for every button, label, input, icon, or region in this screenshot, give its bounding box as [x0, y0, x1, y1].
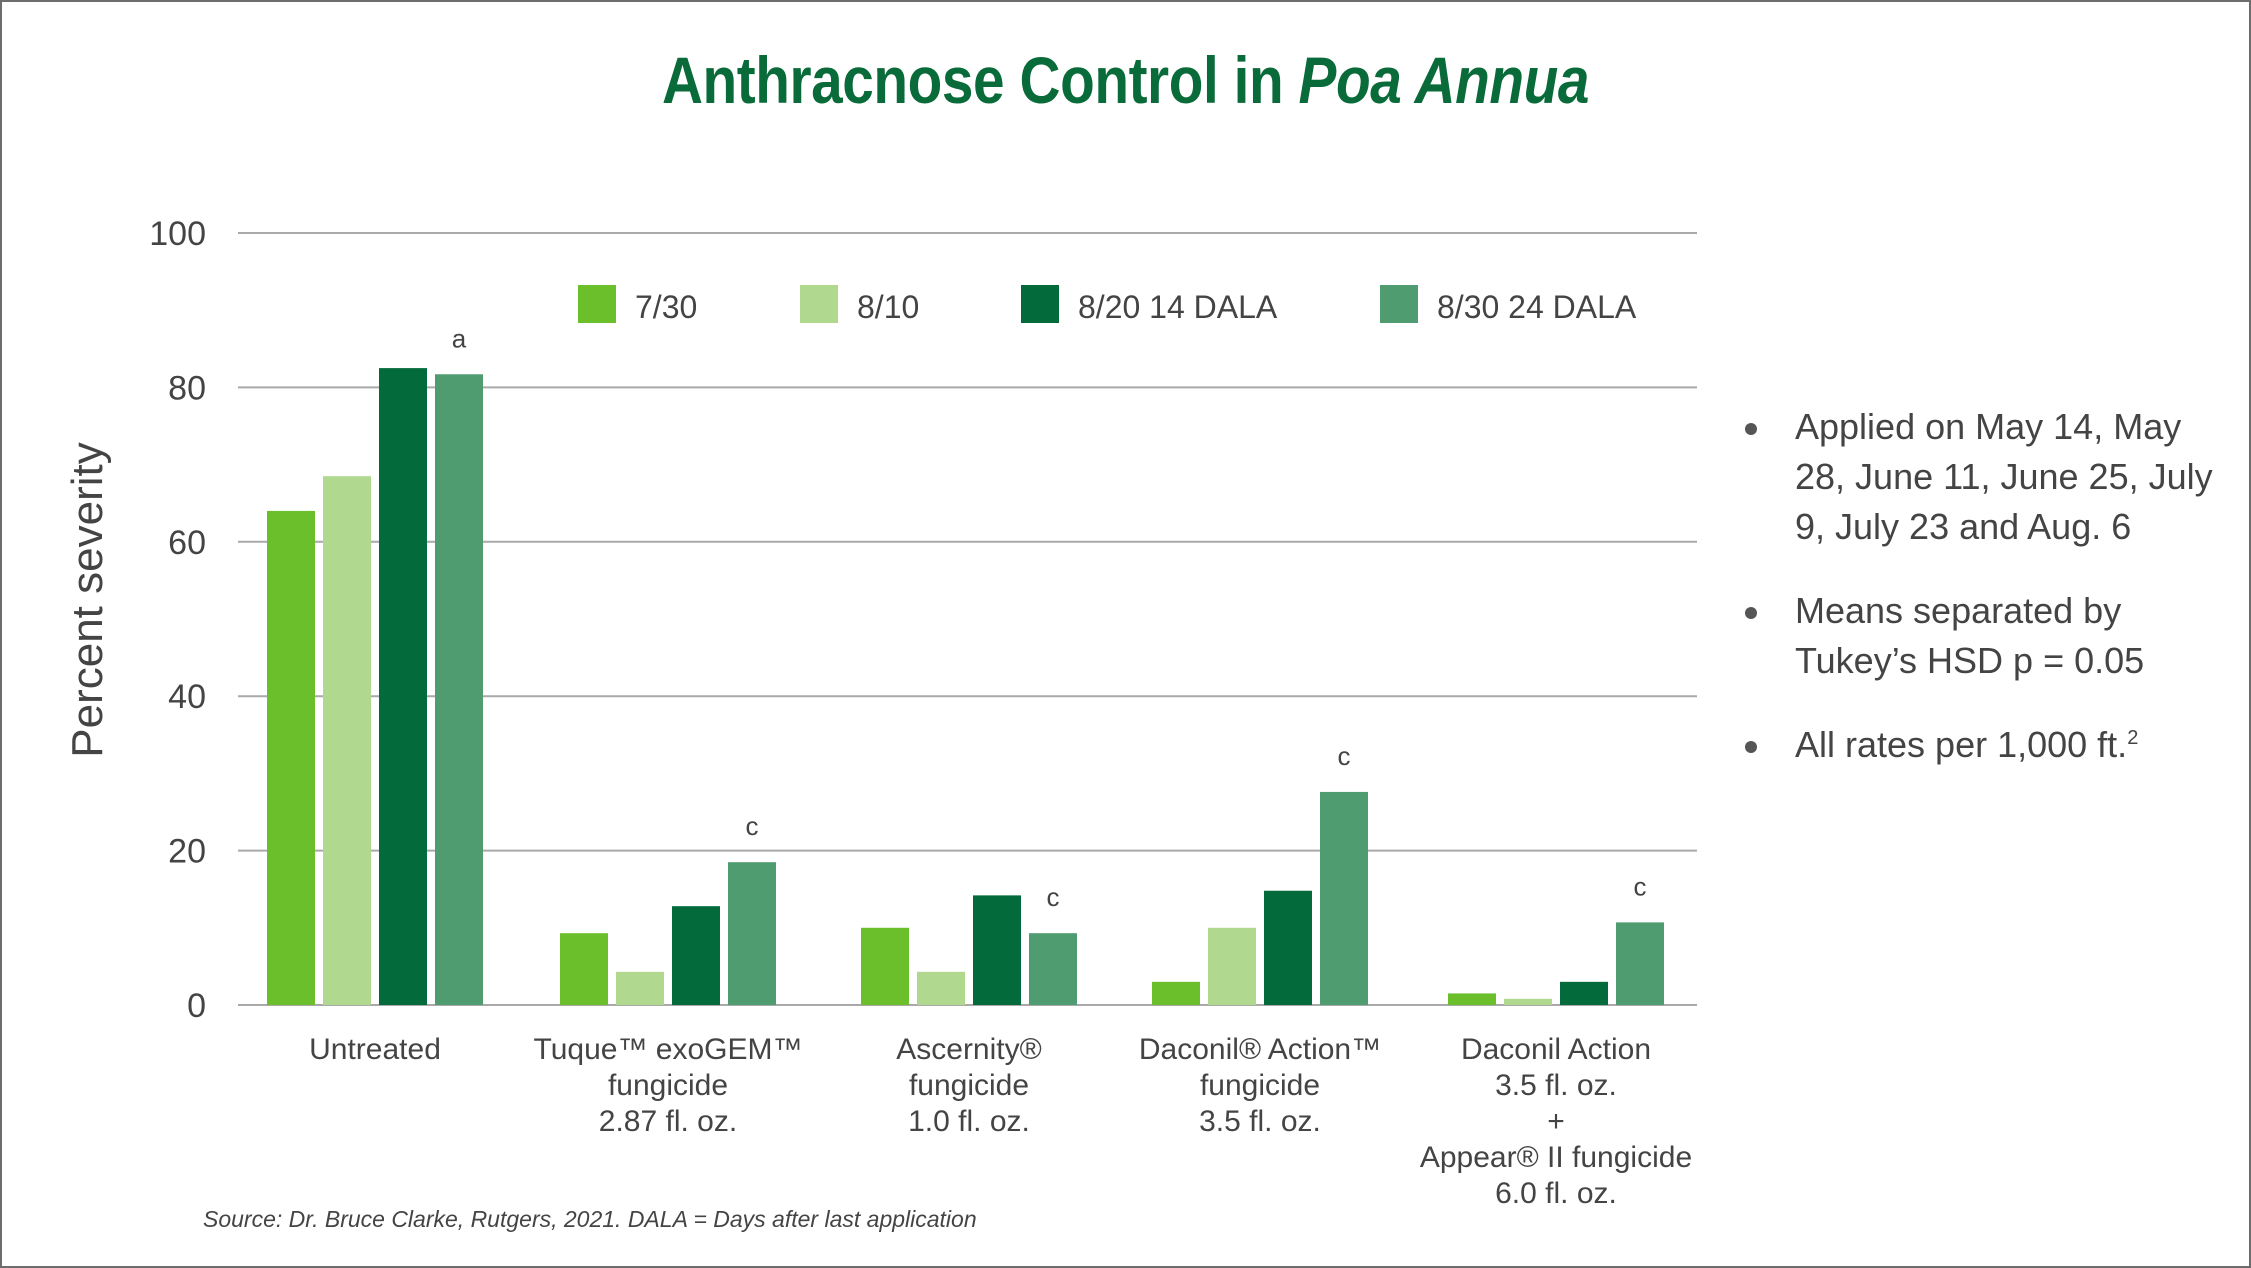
chart-title-main: Anthracnose Control in [661, 43, 1299, 117]
y-tick-label: 100 [149, 215, 206, 253]
bullet-icon [1745, 741, 1757, 753]
x-tick-label: fungicide [909, 1069, 1029, 1102]
note-text: Means separated by Tukey’s HSD p = 0.05 [1795, 590, 2145, 681]
bar [560, 933, 608, 1005]
bar [1320, 791, 1368, 1005]
note-text: Applied on May 14, May 28, June 11, June… [1795, 406, 2213, 547]
legend-label: 8/30 24 DALA [1437, 289, 1637, 325]
legend-label: 8/20 14 DALA [1078, 289, 1278, 325]
legend-swatch [800, 285, 838, 323]
legend-label: 7/30 [635, 289, 697, 325]
bar [1029, 933, 1077, 1005]
x-tick-label: 2.87 fl. oz. [599, 1105, 737, 1138]
x-tick-label: Daconil Action [1461, 1033, 1651, 1066]
bar [379, 368, 427, 1006]
bar [616, 971, 664, 1005]
note-item: Means separated by Tukey’s HSD p = 0.05 [1745, 586, 2225, 686]
x-tick-label: 6.0 fl. oz. [1495, 1177, 1617, 1210]
x-tick-label: Tuque™ exoGEM™ [534, 1033, 803, 1066]
legend-label: 8/10 [857, 289, 919, 325]
y-axis-label: Percent severity [63, 442, 112, 757]
significance-letter: c [1047, 882, 1060, 912]
bullet-icon [1745, 423, 1757, 435]
legend-swatch [1021, 285, 1059, 323]
x-tick-label: 1.0 fl. oz. [908, 1105, 1030, 1138]
note-item: All rates per 1,000 ft.2 [1745, 720, 2225, 770]
x-tick-label: 3.5 fl. oz. [1495, 1069, 1617, 1102]
y-tick-label: 60 [168, 524, 206, 562]
x-tick-label: fungicide [608, 1069, 728, 1102]
bar [267, 510, 315, 1005]
y-tick-label: 0 [187, 987, 206, 1025]
bar [435, 374, 483, 1005]
significance-letter: c [1338, 741, 1351, 771]
note-superscript: 2 [2127, 727, 2139, 749]
significance-letter: c [746, 811, 759, 841]
bar [1560, 981, 1608, 1005]
bar [917, 971, 965, 1005]
chart-title: Anthracnose Control in Poa Annua [158, 42, 2094, 118]
y-tick-label: 20 [168, 833, 206, 871]
bar [672, 906, 720, 1005]
y-tick-label: 80 [168, 369, 206, 407]
bar [1208, 927, 1256, 1005]
bar [323, 476, 371, 1005]
x-tick-label: fungicide [1200, 1069, 1320, 1102]
x-tick-label: Appear® II fungicide [1420, 1141, 1692, 1174]
source-note: Source: Dr. Bruce Clarke, Rutgers, 2021.… [203, 1206, 977, 1232]
significance-letter: a [452, 323, 467, 353]
x-tick-label: + [1547, 1105, 1565, 1138]
x-tick-label: Ascernity® [896, 1033, 1041, 1066]
y-tick-label: 40 [168, 678, 206, 716]
bullet-icon [1745, 607, 1757, 619]
bar [861, 927, 909, 1005]
chart-title-italic: Poa Annua [1298, 43, 1590, 117]
bar [973, 895, 1021, 1005]
note-text: All rates per 1,000 ft. [1795, 724, 2128, 765]
x-tick-label: 3.5 fl. oz. [1199, 1105, 1321, 1138]
legend-swatch [578, 285, 616, 323]
bar [1264, 890, 1312, 1005]
bar [1504, 998, 1552, 1005]
bar [728, 862, 776, 1005]
note-item: Applied on May 14, May 28, June 11, June… [1745, 402, 2225, 552]
notes-list: Applied on May 14, May 28, June 11, June… [1745, 402, 2225, 804]
bar [1448, 993, 1496, 1005]
legend-swatch [1380, 285, 1418, 323]
bar [1616, 922, 1664, 1005]
bar [1152, 981, 1200, 1005]
x-tick-label: Untreated [309, 1033, 441, 1066]
x-tick-label: Daconil® Action™ [1139, 1033, 1381, 1066]
significance-letter: c [1634, 871, 1647, 901]
